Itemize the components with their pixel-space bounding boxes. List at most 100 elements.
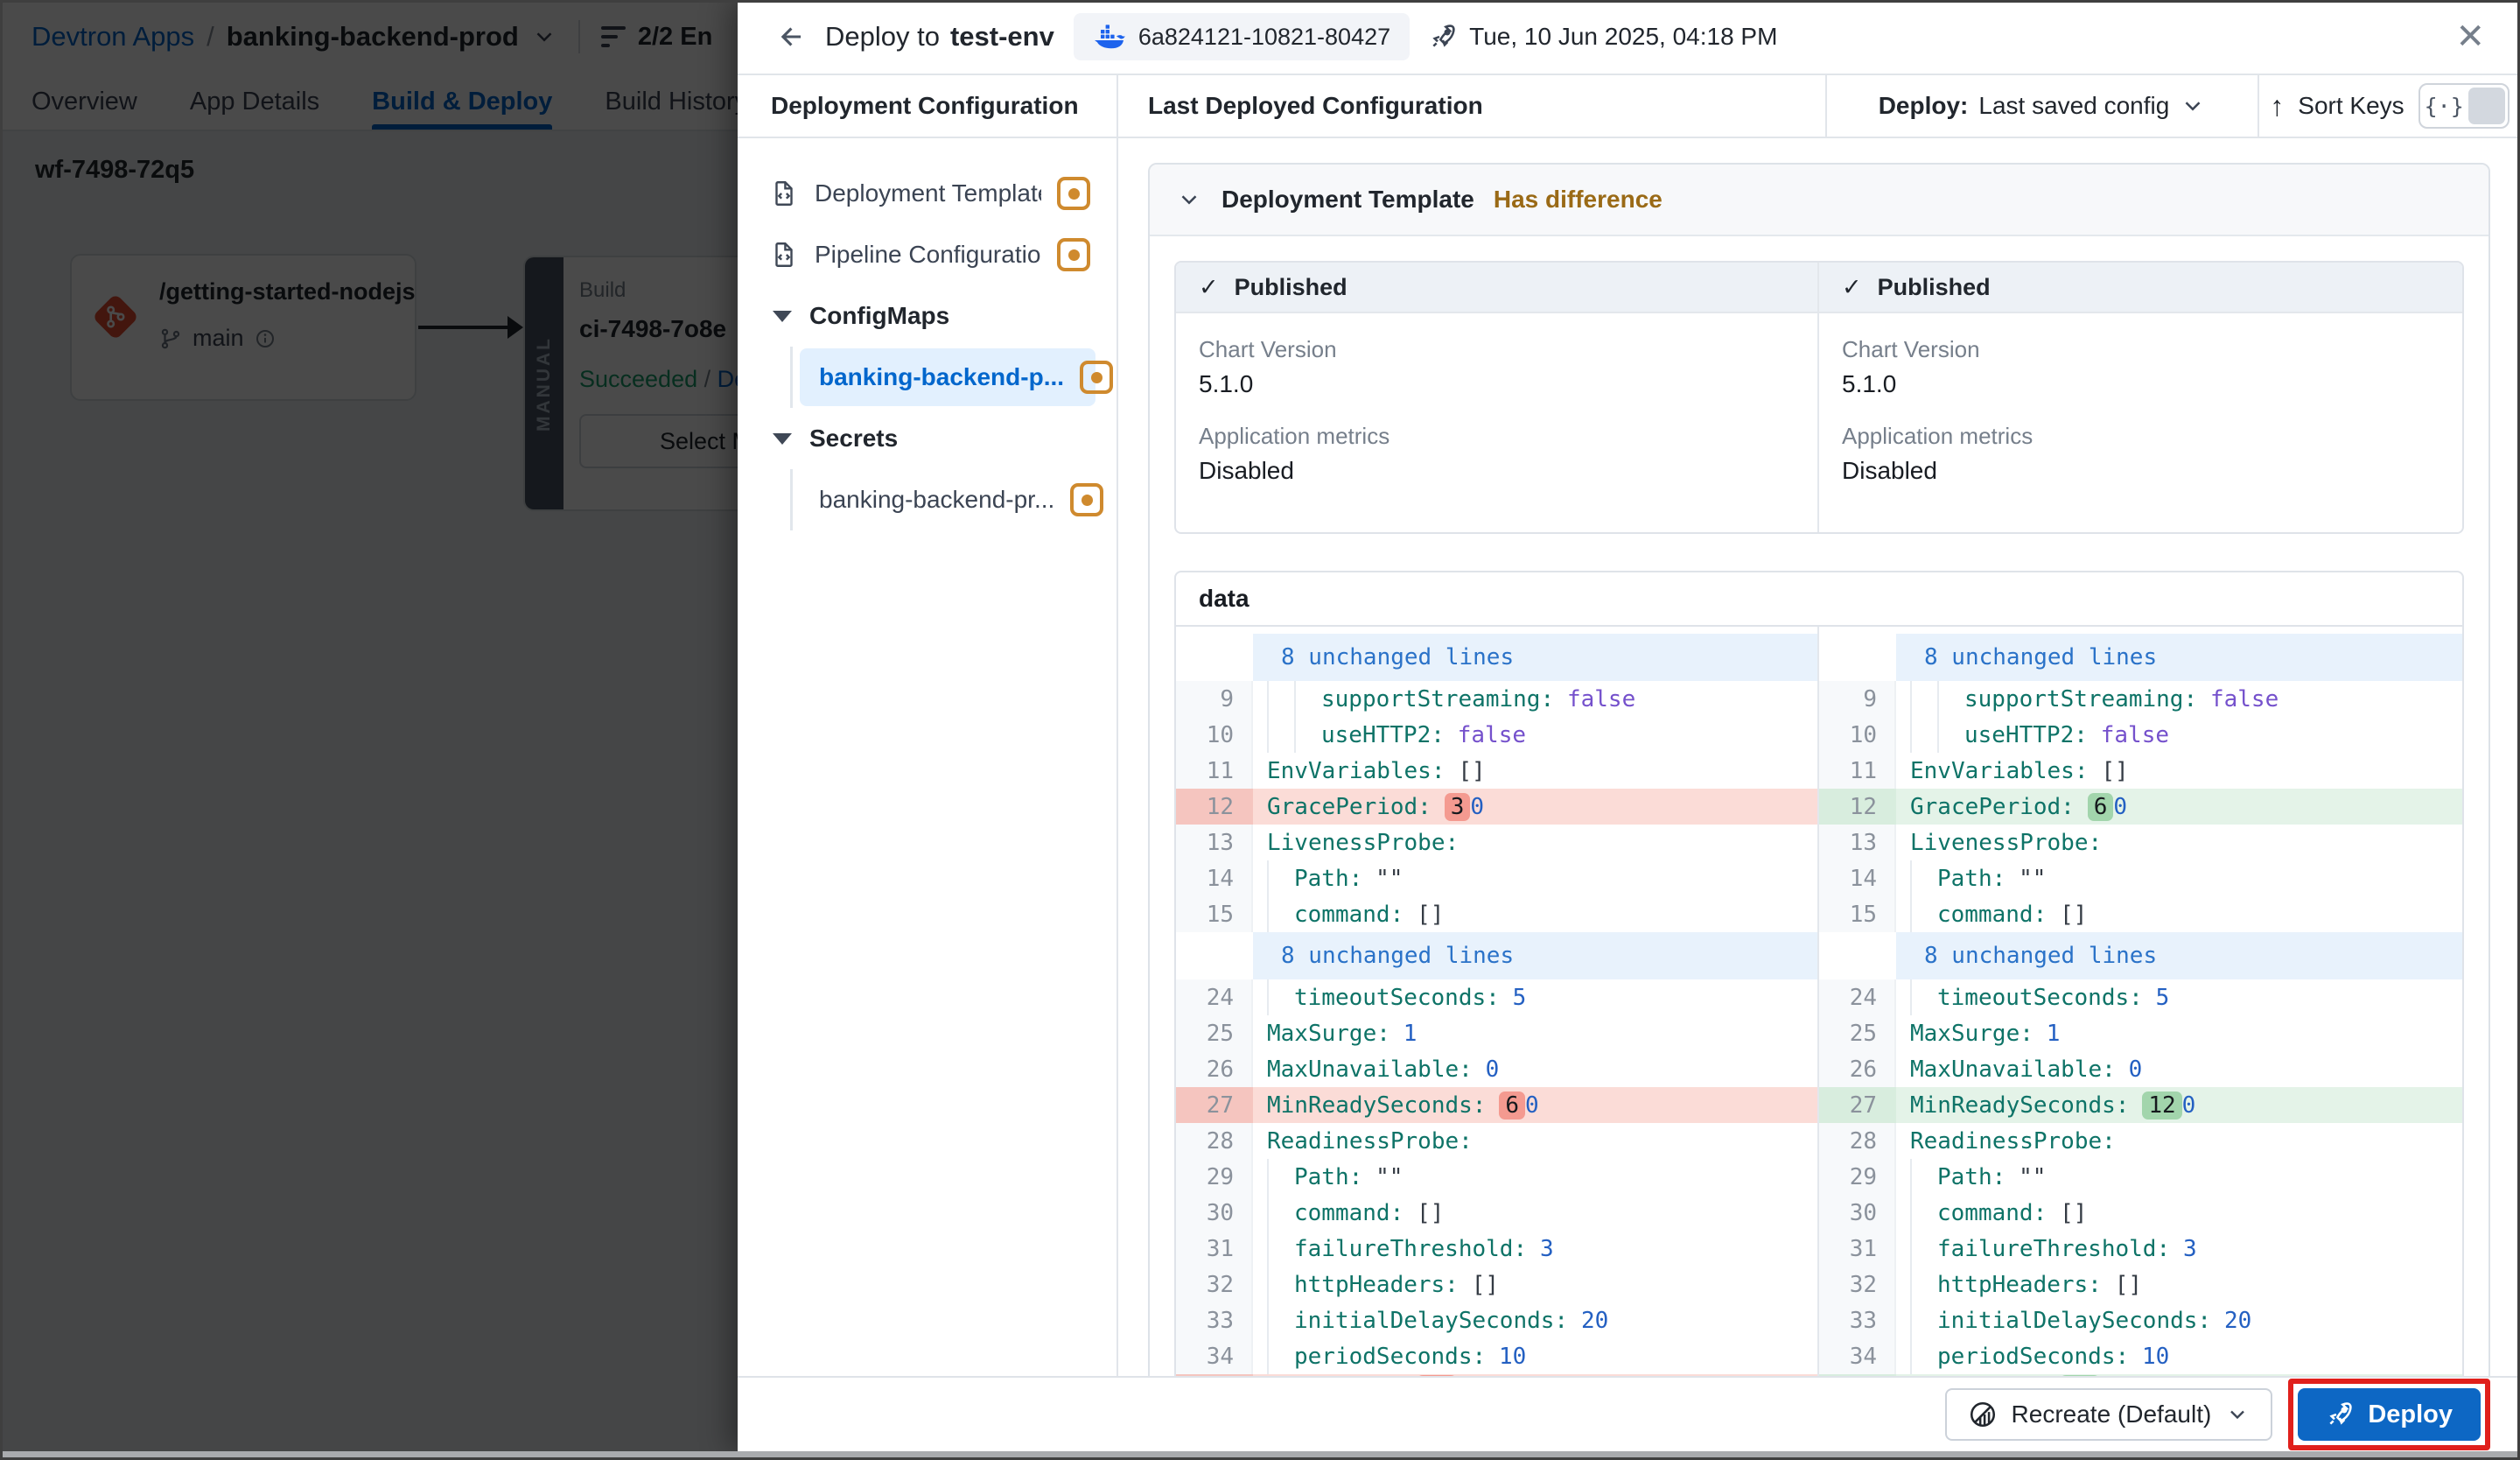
target-env-name: test-env <box>949 21 1054 52</box>
unchanged-lines-expander[interactable]: 8 unchanged lines <box>1176 634 1817 681</box>
yaml-key: supportStreaming: <box>1964 685 2198 712</box>
sidebar-group-children: banking-backend-pr... <box>790 469 1116 530</box>
sort-keys-label[interactable]: Sort Keys <box>2298 92 2404 119</box>
field-label: Chart Version <box>1199 336 1337 362</box>
line-number-gutter <box>1819 1374 1896 1376</box>
yaml-value: 0 <box>1485 1056 1500 1083</box>
diff-line: 24 timeoutSeconds: 5 <box>1819 979 2462 1015</box>
deployment-strategy-button[interactable]: Recreate (Default) <box>1944 1388 2273 1441</box>
published-column-left: ✓ Published Chart Version 5.1.0 Application … <box>1176 263 1819 532</box>
deploy-modal: Deploy to test-env 6a824121-10821-80427 T… <box>738 0 2520 1451</box>
diff-line: 9 supportStreaming: false <box>1176 681 1817 717</box>
chevron-down-icon <box>1181 195 1197 205</box>
indent-guide <box>1910 1267 1937 1302</box>
sidebar-item-deployment-template[interactable]: Deployment Template <box>738 163 1116 224</box>
back-button[interactable] <box>773 20 806 53</box>
sidebar-item-banking-backend-pr-[interactable]: banking-backend-pr... <box>800 471 1104 529</box>
yaml-value: 20 <box>2223 1307 2252 1334</box>
diff-line: 11 EnvVariables: [] <box>1819 753 2462 789</box>
deploy-config-dropdown[interactable]: Deploy: Last saved config <box>1825 75 2258 137</box>
yaml-key: periodSeconds: <box>1937 1343 2130 1370</box>
section-header[interactable]: Deployment Template Has difference <box>1150 165 2488 236</box>
diff-line: 12 GracePeriod: 3 0 <box>1176 789 1817 825</box>
section-title: Deployment Template <box>1222 186 1474 213</box>
line-number: 29 <box>1176 1159 1253 1195</box>
sidebar-item-pipeline-configuration[interactable]: Pipeline Configuration <box>738 224 1116 285</box>
indent-guide <box>1294 717 1321 753</box>
yaml-key: MaxSurge: <box>1267 1020 1390 1047</box>
indent-guide <box>1910 896 1937 932</box>
indent-guide <box>1267 681 1294 717</box>
diff-line: 10 useHTTP2: false <box>1176 717 1817 753</box>
changed-value-highlight: 12 <box>2142 1091 2182 1120</box>
collapse-triangle-icon <box>773 310 792 322</box>
unchanged-lines-expander[interactable]: 8 unchanged lines <box>1819 932 2462 979</box>
yaml-value: "" <box>2019 1163 2047 1190</box>
diff-line: 29 Path: "" <box>1819 1159 2462 1195</box>
config-field: Application metrics Disabled <box>1199 423 1795 485</box>
yaml-key: MinReadySeconds: <box>1267 1091 1487 1119</box>
unchanged-lines-expander[interactable]: 8 unchanged lines <box>1819 634 2462 681</box>
unchanged-lines-expander[interactable]: 8 unchanged lines <box>1176 932 1817 979</box>
image-tag-pill: 6a824121-10821-80427 <box>1073 13 1410 60</box>
field-label: Application metrics <box>1199 423 1390 449</box>
indent-guide <box>1910 1231 1937 1267</box>
indent-guide <box>1937 717 1964 753</box>
diff-line: 32 httpHeaders: [] <box>1819 1267 2462 1302</box>
field-value: Disabled <box>1199 457 1294 484</box>
close-icon[interactable]: ✕ <box>2455 18 2485 56</box>
field-label: Chart Version <box>1842 336 1980 362</box>
file-code-icon <box>769 240 799 270</box>
toggle-knob <box>2468 88 2505 124</box>
deploy-button[interactable]: Deploy <box>2298 1388 2481 1441</box>
sidebar-group-configmaps[interactable]: ConfigMaps <box>738 285 1116 347</box>
line-number: 33 <box>1176 1302 1253 1338</box>
diff-line: 14 Path: "" <box>1819 860 2462 896</box>
published-label: Published <box>1877 273 1991 300</box>
yaml-value: 10 <box>1499 1343 1527 1370</box>
diff-line: 27 MinReadySeconds: 6 0 <box>1176 1087 1817 1123</box>
yaml-key: httpHeaders: <box>1294 1271 1459 1298</box>
yaml-value: [] <box>2114 1271 2143 1298</box>
modal-header: Deploy to test-env 6a824121-10821-80427 T… <box>738 0 2520 75</box>
yaml-key: initialDelaySeconds: <box>1937 1307 2212 1334</box>
yaml-key: Path: <box>1937 1163 2006 1190</box>
diff-line: 33 initialDelaySeconds: 20 <box>1819 1302 2462 1338</box>
line-number: 14 <box>1176 860 1253 896</box>
diff-line: 28 ReadinessProbe: <box>1176 1123 1817 1159</box>
diff-pane-right: 8 unchanged lines 9 supportStreaming: false… <box>1819 627 2462 1376</box>
line-number-gutter <box>1176 634 1253 681</box>
recreate-strategy-icon <box>1970 1401 1995 1428</box>
yaml-key: command: <box>1294 901 1404 928</box>
diff-line: 32 httpHeaders: [] <box>1176 1267 1817 1302</box>
indent-guide <box>1267 896 1294 932</box>
diff-line: 10 useHTTP2: false <box>1819 717 2462 753</box>
view-code-toggle[interactable]: {·} <box>2418 83 2510 129</box>
field-value: 5.1.0 <box>1842 370 1897 397</box>
yaml-key: GracePeriod: <box>1267 793 1432 820</box>
sidebar-title: Deployment Configuration <box>738 75 1118 137</box>
modal-toolbar: Deployment Configuration Last Deployed C… <box>738 75 2520 138</box>
indent-guide <box>1910 1302 1937 1338</box>
line-number: 34 <box>1819 1338 1896 1374</box>
sidebar-item-banking-backend-p-[interactable]: banking-backend-p... <box>800 348 1114 406</box>
collapse-triangle-icon <box>773 432 792 445</box>
yaml-value: false <box>1566 685 1636 712</box>
sidebar-group-secrets[interactable]: Secrets <box>738 408 1116 469</box>
indent-guide <box>1267 979 1294 1015</box>
yaml-value: 3 <box>1539 1235 1554 1262</box>
yaml-key: timeoutSeconds: <box>1937 984 2143 1011</box>
yaml-value: 0 <box>1524 1091 1539 1119</box>
yaml-key: failureThreshold: <box>1294 1235 1528 1262</box>
changed-badge-icon <box>1080 361 1114 394</box>
yaml-value: "" <box>1376 1163 1404 1190</box>
published-column-right: ✓ Published Chart Version 5.1.0 Application … <box>1819 263 2462 532</box>
line-number: 11 <box>1176 753 1253 789</box>
diff-line: 9 supportStreaming: false <box>1819 681 2462 717</box>
clipped-diff-line <box>1819 1374 2462 1376</box>
yaml-value: "" <box>2019 865 2047 892</box>
line-number: 10 <box>1176 717 1253 753</box>
chevron-down-icon <box>2230 1410 2245 1420</box>
indent-guide <box>1910 1159 1937 1195</box>
